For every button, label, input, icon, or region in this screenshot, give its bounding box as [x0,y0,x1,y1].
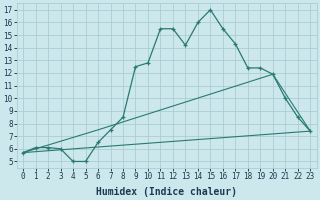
X-axis label: Humidex (Indice chaleur): Humidex (Indice chaleur) [96,186,237,197]
